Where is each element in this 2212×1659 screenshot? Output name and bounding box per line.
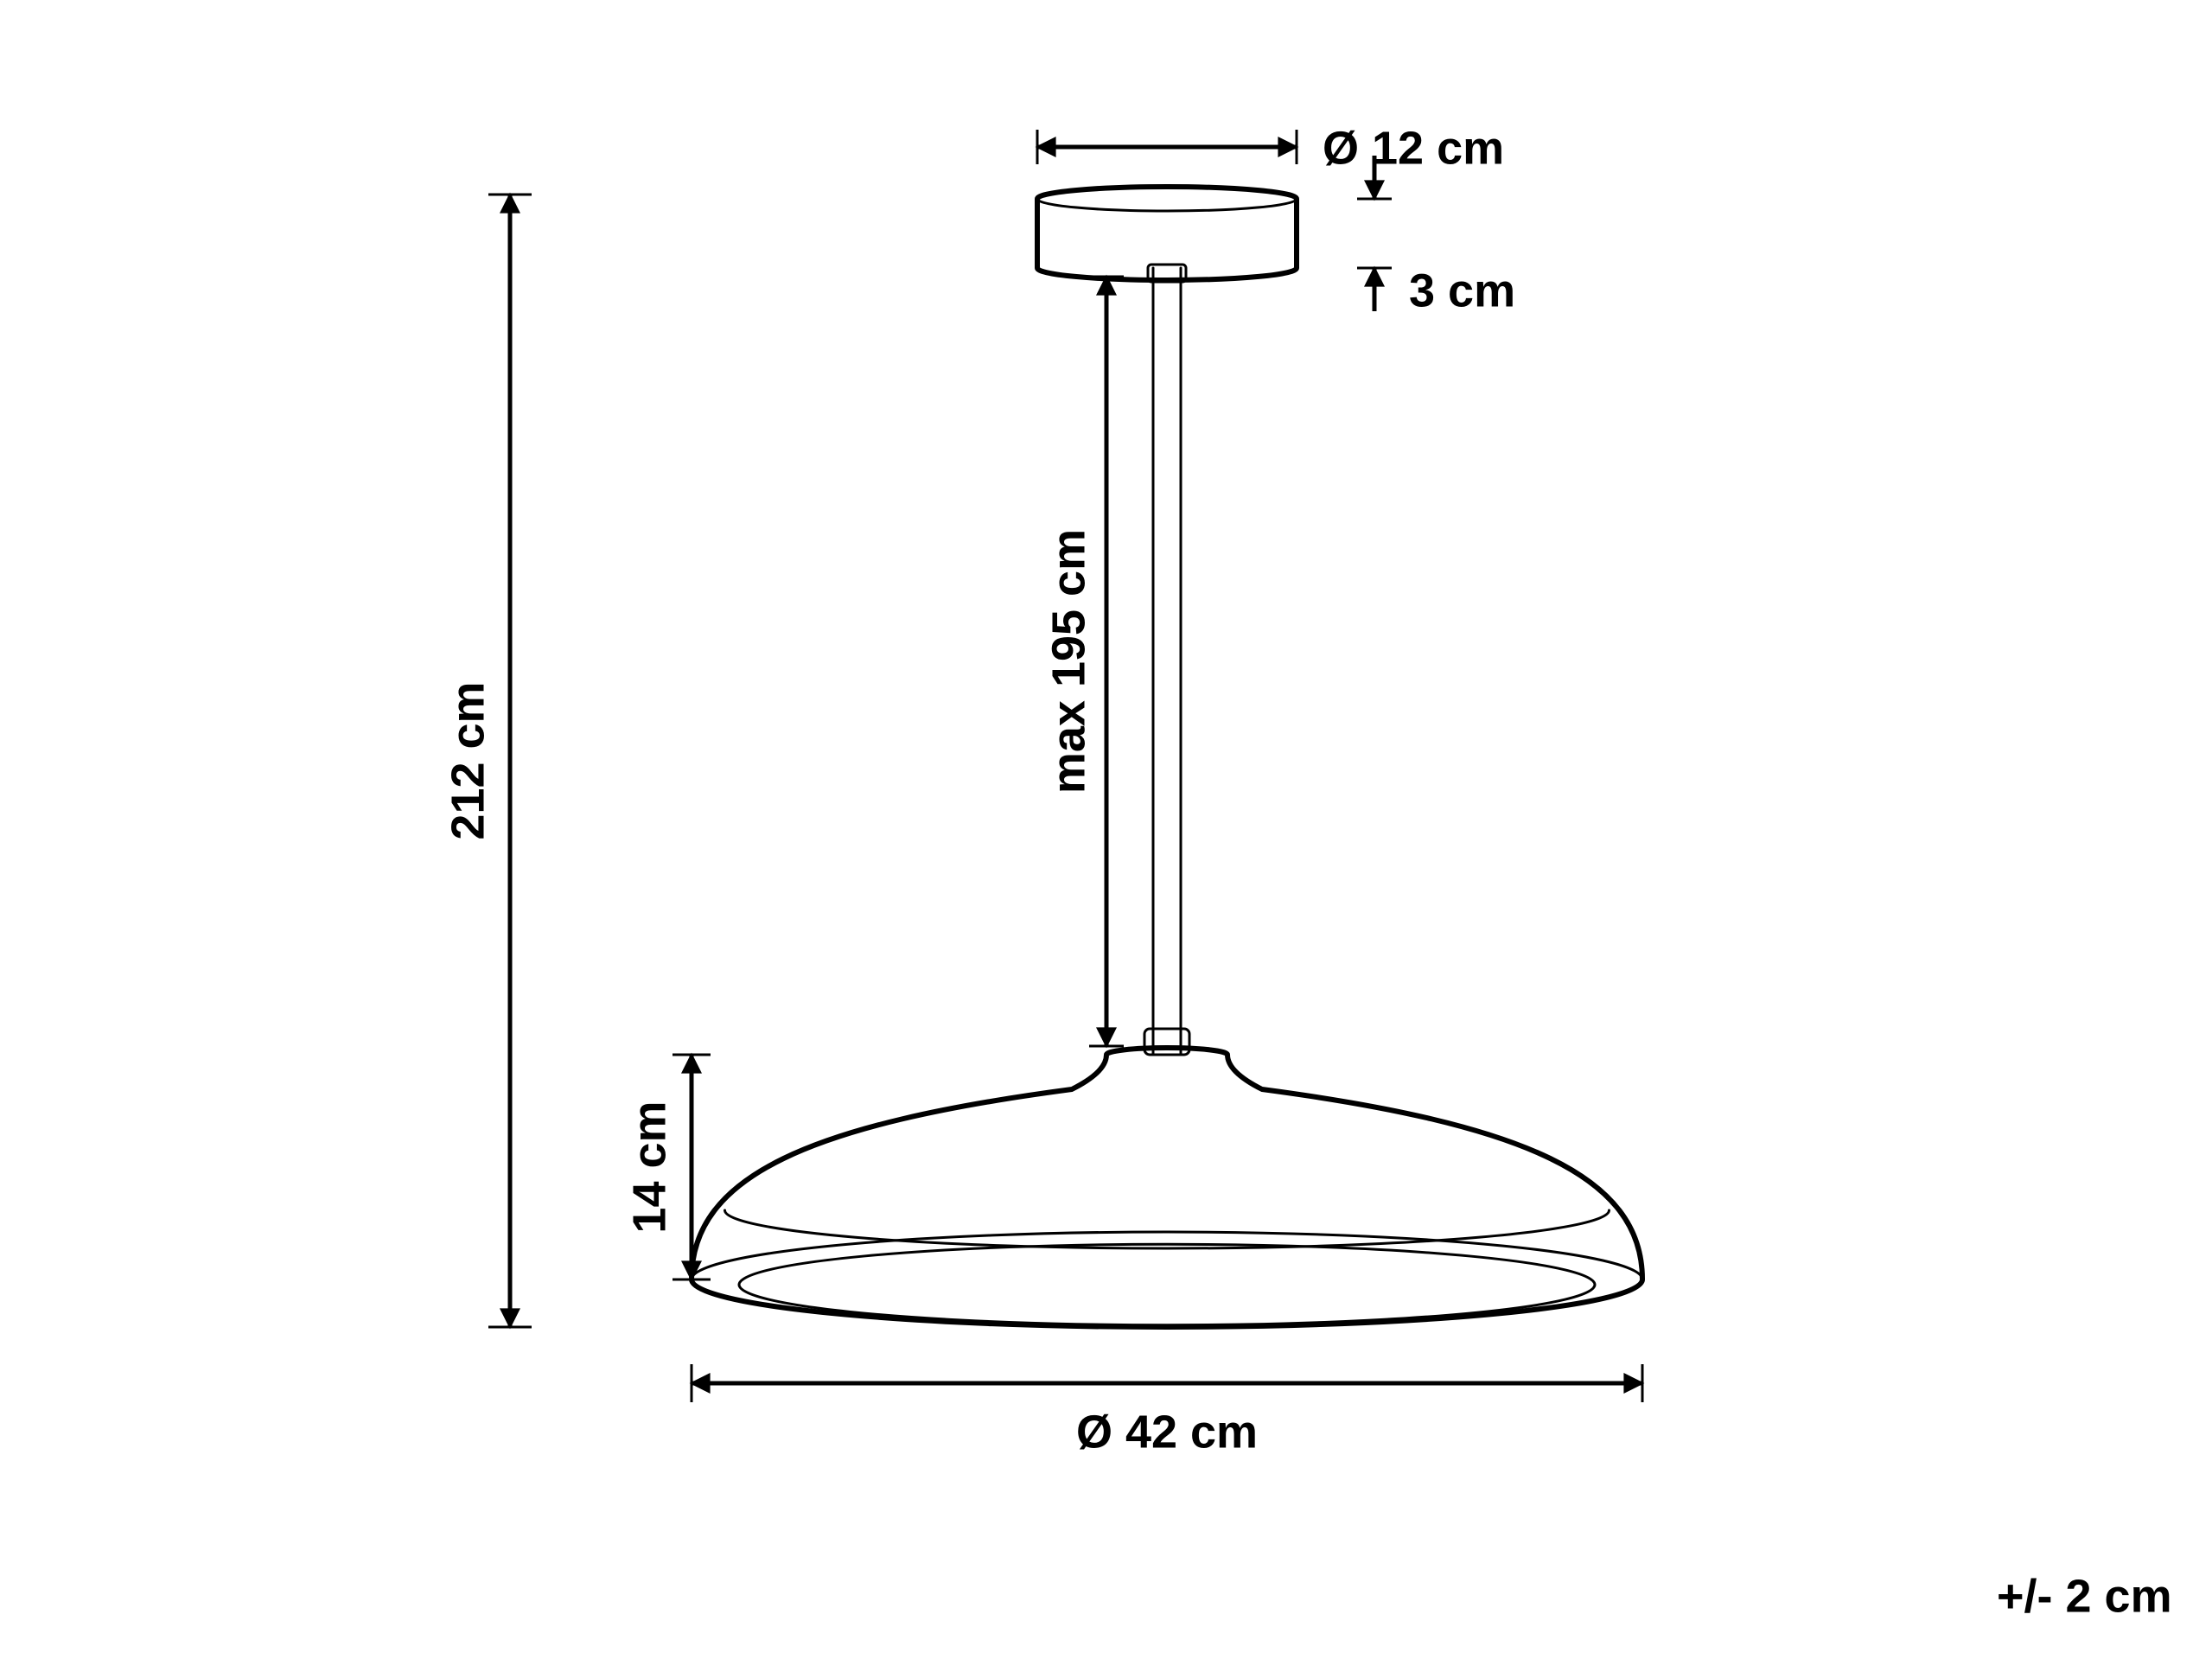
- label-canopy-diameter: Ø 12 cm: [1323, 122, 1504, 174]
- label-tolerance: +/- 2 cm: [1997, 1570, 2172, 1622]
- label-cord-length: max 195 cm: [1042, 529, 1094, 794]
- label-shade-height: 14 cm: [623, 1101, 675, 1233]
- label-shade-diameter: Ø 42 cm: [1076, 1406, 1258, 1458]
- shade-inner-rim: [739, 1244, 1595, 1325]
- shade-rim-back: [692, 1232, 1642, 1279]
- canopy-outline: [1037, 187, 1297, 280]
- shade-outline: [692, 1048, 1642, 1327]
- label-total-height: 212 cm: [442, 681, 494, 839]
- cord-cap: [1144, 1029, 1189, 1055]
- canopy-top-back: [1037, 199, 1297, 211]
- lamp-drawing: [692, 187, 1642, 1327]
- label-canopy-height: 3 cm: [1409, 265, 1515, 316]
